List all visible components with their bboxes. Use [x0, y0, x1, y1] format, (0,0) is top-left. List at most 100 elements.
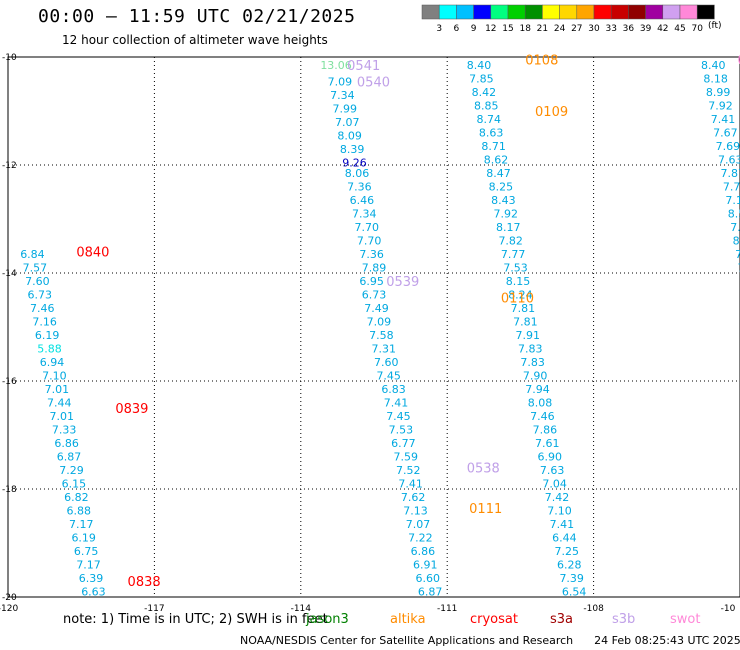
wave-height-value: 7.87: [720, 167, 740, 180]
wave-height-value: 8.06: [345, 167, 370, 180]
wave-height-value: 7.63: [540, 464, 565, 477]
wave-height-value: 8.24: [508, 289, 533, 302]
wave-height-value: 6.39: [79, 572, 104, 585]
pass-time-label: 0839: [115, 402, 148, 417]
pass-time-label: 0111: [469, 502, 502, 517]
color-scale-swatch: [559, 4, 578, 20]
wave-height-value: 7.25: [555, 545, 580, 558]
wave-height-value: 6.77: [391, 437, 416, 450]
wave-height-value: 7.72: [730, 221, 740, 234]
color-scale-label: 9: [471, 24, 477, 34]
wave-height-value: 6.15: [62, 478, 87, 491]
x-tick-label: -111: [437, 604, 457, 614]
wave-height-value: 8.08: [528, 397, 553, 410]
wave-height-value: 5.88: [37, 343, 62, 356]
wave-height-value: 8.47: [486, 167, 511, 180]
wave-height-value: 7.62: [401, 491, 426, 504]
wave-height-value: 6.88: [67, 505, 92, 518]
plot-frame: [7, 56, 740, 598]
wave-height-value: 7.17: [76, 559, 101, 572]
wave-height-value: 7.99: [333, 102, 358, 115]
wave-height-value: 7.29: [59, 464, 84, 477]
color-scale-swatch: [662, 4, 681, 20]
pass-time-label: 0541: [347, 59, 380, 74]
wave-height-value: 7.53: [503, 262, 528, 275]
color-scale-label: 24: [554, 24, 566, 34]
wave-height-value: 8.40: [701, 59, 726, 72]
wave-height-value: 6.91: [413, 559, 438, 572]
wave-height-value: 6.28: [557, 559, 582, 572]
wave-height-value: 7.89: [362, 262, 387, 275]
wave-height-value: 7.17: [69, 518, 94, 531]
wave-height-value: 7.45: [386, 410, 411, 423]
pass-time-label: 0108: [525, 54, 558, 69]
wave-height-value: 7.58: [369, 329, 394, 342]
color-scale-label: 15: [502, 24, 513, 34]
color-scale-swatch: [524, 4, 543, 20]
color-scale-label: 3: [436, 24, 442, 34]
wave-height-value: 7.86: [533, 424, 558, 437]
pass-time-label: 0539: [386, 275, 419, 290]
pass-time-label: 0540: [357, 75, 390, 90]
wave-height-value: 7.31: [372, 343, 397, 356]
wave-height-value: 6.44: [552, 532, 577, 545]
color-scale-swatch: [696, 4, 715, 20]
wave-height-value: 7.41: [711, 113, 736, 126]
color-scale-label: 18: [519, 24, 531, 34]
color-scale-label: 39: [640, 24, 652, 34]
color-scale-swatch: [610, 4, 629, 20]
wave-height-value: 7.53: [389, 424, 414, 437]
color-scale-swatch: [473, 4, 492, 20]
pass-time-label: 0109: [535, 105, 568, 120]
wave-height-value: 9.26: [342, 156, 367, 169]
wave-height-value: 7.70: [354, 221, 379, 234]
color-scale-label: 70: [691, 24, 703, 34]
wave-height-value: 6.87: [418, 586, 443, 599]
color-scale-label: 27: [571, 24, 582, 34]
y-tick-label: -10: [2, 53, 17, 63]
wave-height-value: 7.01: [45, 383, 70, 396]
wave-height-value: 7.94: [525, 383, 550, 396]
wave-height-value: 7.07: [335, 116, 360, 129]
wave-height-value: 8.18: [703, 73, 728, 86]
color-scale-label: 36: [623, 24, 635, 34]
wave-height-value: 7.36: [359, 248, 384, 261]
wave-height-value: 7.90: [523, 370, 548, 383]
wave-height-value: 7.78: [723, 181, 740, 194]
wave-height-value: 8.43: [491, 194, 516, 207]
wave-height-value: 8.40: [467, 59, 492, 72]
wave-height-value: 6.63: [81, 586, 106, 599]
wave-height-value: 7.69: [716, 140, 740, 153]
wave-height-value: 6.73: [28, 289, 53, 302]
color-scale-swatch: [421, 4, 440, 20]
wave-height-value: 8.09: [337, 129, 362, 142]
wave-height-value: 7.34: [352, 208, 377, 221]
wave-height-value: 6.73: [362, 289, 387, 302]
color-scale-unit: (ft): [708, 21, 722, 31]
wave-height-value: 7.33: [52, 424, 77, 437]
wave-height-value: 7.82: [498, 235, 523, 248]
wave-height-value: 7.10: [42, 370, 67, 383]
wave-height-value: 7.41: [550, 518, 575, 531]
y-tick-label: -20: [2, 593, 17, 603]
wave-height-value: 6.84: [20, 248, 45, 261]
pass-time-label: 0840: [76, 245, 109, 260]
x-tick-label: -120: [0, 604, 18, 614]
wave-height-value: 7.34: [330, 89, 355, 102]
legend-s3b: s3b: [612, 612, 636, 627]
wave-height-value: 6.86: [54, 437, 79, 450]
color-scale-swatch: [679, 4, 698, 20]
color-scale-swatch: [576, 4, 595, 20]
y-tick-label: -18: [2, 485, 17, 495]
wave-height-value: 6.75: [74, 545, 99, 558]
wave-height-value: 8.42: [472, 86, 497, 99]
wave-height-value: 7.77: [501, 248, 526, 261]
color-scale-label: 33: [605, 24, 616, 34]
wave-height-value: 7.07: [406, 518, 431, 531]
wave-height-value: 7.46: [30, 302, 55, 315]
wave-height-value: 7.36: [347, 181, 372, 194]
wave-height-value: 7.81: [513, 316, 538, 329]
wave-height-value: 7.13: [725, 194, 740, 207]
color-scale-label: 21: [537, 24, 548, 34]
